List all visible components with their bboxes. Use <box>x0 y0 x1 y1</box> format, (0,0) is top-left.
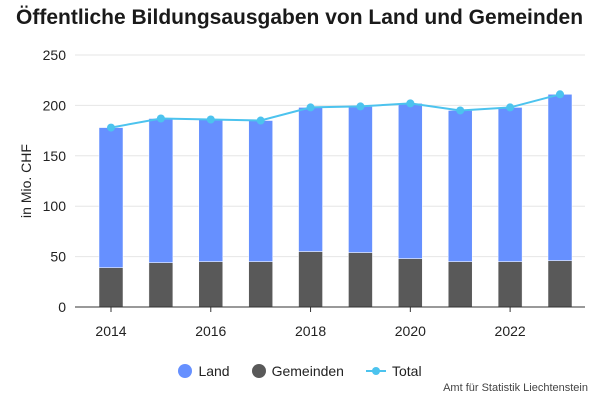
bar-land-2015 <box>148 118 174 263</box>
y-tick-label-150: 150 <box>43 148 67 164</box>
bar-land-2017 <box>248 120 273 262</box>
bar-gemeinden-2022 <box>497 261 523 308</box>
chart-title: Öffentliche Bildungsausgaben von Land un… <box>16 6 584 29</box>
bar-land-2018 <box>298 107 323 252</box>
bar-land-2019 <box>348 106 373 253</box>
bar-gemeinden-2014 <box>98 267 124 308</box>
bar-gemeinden-2015 <box>148 262 174 308</box>
point-total-2018 <box>306 103 315 112</box>
bar-gemeinden-2020 <box>398 258 423 308</box>
legend-total-swatch <box>365 367 386 375</box>
legend-item-total[interactable]: Total <box>365 363 422 379</box>
line-total <box>110 93 561 129</box>
total-line-layer <box>107 90 564 132</box>
legend-land-label: Land <box>198 363 230 379</box>
x-tick-label-2014: 2014 <box>95 323 126 339</box>
point-total-2014 <box>107 123 115 132</box>
y-axis-title: in Mio. CHF <box>18 144 34 218</box>
x-tick-label-2018: 2018 <box>295 323 326 339</box>
bar-land-2023 <box>547 94 573 261</box>
legend-item-gemeinden[interactable]: Gemeinden <box>251 363 344 379</box>
y-tick-label-250: 250 <box>43 47 67 63</box>
legend: Land Gemeinden Total <box>0 360 600 382</box>
legend-total-label: Total <box>391 363 422 379</box>
y-tick-label-100: 100 <box>43 198 67 214</box>
point-total-2016 <box>206 115 215 124</box>
bar-gemeinden-2016 <box>198 261 224 308</box>
legend-land-swatch <box>178 364 193 378</box>
bar-layer <box>98 94 573 308</box>
legend-item-land[interactable]: Land <box>178 363 230 379</box>
bar-land-2022 <box>497 107 523 262</box>
point-total-2017 <box>256 116 265 125</box>
x-tick-label-2016: 2016 <box>195 323 226 339</box>
point-total-2021 <box>456 106 465 115</box>
bar-gemeinden-2023 <box>547 260 573 308</box>
bar-gemeinden-2017 <box>248 261 273 308</box>
y-tick-label-0: 0 <box>58 299 66 315</box>
legend-gemeinden-label: Gemeinden <box>271 363 344 379</box>
y-tick-label-50: 50 <box>50 249 66 265</box>
x-tick-label-2022: 2022 <box>495 323 526 339</box>
bar-land-2014 <box>98 127 124 268</box>
legend-gemeinden-swatch <box>251 364 266 378</box>
bar-gemeinden-2021 <box>447 261 473 308</box>
bar-land-2020 <box>398 103 423 259</box>
point-total-2015 <box>156 114 165 123</box>
y-tick-label-200: 200 <box>43 97 67 113</box>
point-total-2020 <box>406 99 415 108</box>
point-total-2019 <box>356 102 365 111</box>
x-tick-label-2020: 2020 <box>395 323 426 339</box>
point-total-2022 <box>506 103 515 112</box>
source-credit: Amt für Statistik Liechtenstein <box>443 382 588 394</box>
axes: 0 50 100 150 200 250 2014 2016 2018 2020 2022 in Mi… <box>18 47 585 339</box>
bar-gemeinden-2018 <box>298 251 323 308</box>
bar-land-2021 <box>447 110 473 262</box>
bar-gemeinden-2019 <box>348 252 373 308</box>
bar-land-2016 <box>198 119 224 262</box>
point-total-2023 <box>556 90 564 99</box>
